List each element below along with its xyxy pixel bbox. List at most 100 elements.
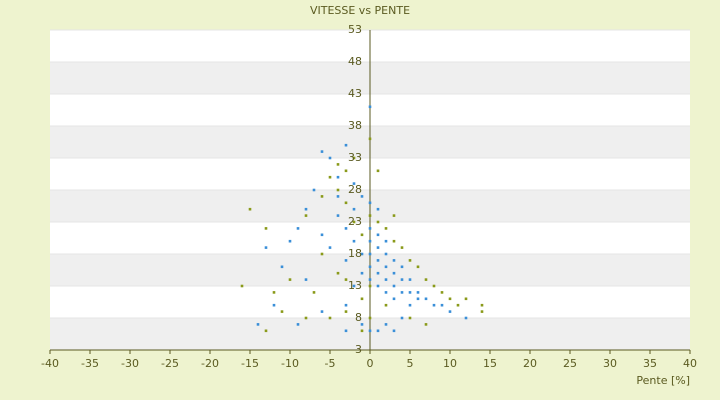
point — [440, 303, 444, 307]
point — [416, 297, 420, 301]
point — [392, 239, 396, 243]
point — [288, 239, 292, 243]
point — [328, 175, 332, 179]
point — [336, 195, 340, 198]
point — [264, 227, 268, 230]
point — [344, 143, 348, 147]
point — [376, 259, 380, 262]
y-tick-label: 43 — [348, 87, 362, 100]
point — [400, 316, 404, 320]
point — [304, 316, 308, 320]
x-tick-label: -25 — [161, 357, 179, 370]
point — [352, 239, 356, 243]
point — [368, 329, 372, 333]
point — [272, 303, 276, 307]
x-tick-label: -5 — [325, 357, 336, 370]
point — [360, 271, 364, 275]
point — [352, 207, 356, 211]
point — [368, 105, 372, 109]
point — [320, 233, 324, 237]
point — [296, 227, 300, 230]
point — [376, 246, 380, 249]
point — [320, 310, 324, 313]
point — [336, 188, 340, 192]
point — [384, 252, 388, 256]
x-tick-label: -20 — [201, 357, 219, 370]
y-tick-label: 3 — [355, 343, 362, 356]
point — [480, 303, 484, 307]
point — [392, 214, 396, 217]
x-tick-label: 15 — [483, 357, 497, 370]
point — [384, 291, 388, 294]
y-tick-label: 28 — [348, 183, 362, 196]
point — [400, 246, 404, 249]
y-tick-label: 13 — [348, 279, 362, 292]
x-tick-label: -30 — [121, 357, 139, 370]
point — [368, 239, 372, 243]
point — [336, 175, 340, 179]
point — [400, 278, 404, 281]
y-tick-label: 18 — [348, 247, 362, 260]
point — [408, 303, 412, 307]
point — [360, 195, 364, 198]
point — [360, 297, 364, 301]
point — [312, 291, 316, 294]
y-tick-label: 53 — [348, 23, 362, 36]
point — [448, 297, 452, 301]
y-tick-label: 48 — [348, 55, 362, 68]
point — [368, 284, 372, 288]
point — [360, 329, 364, 333]
x-tick-label: -40 — [41, 357, 59, 370]
point — [360, 233, 364, 237]
point — [368, 265, 372, 269]
point — [368, 316, 372, 320]
point — [384, 323, 388, 326]
point — [384, 227, 388, 230]
point — [376, 271, 380, 275]
point — [392, 297, 396, 301]
point — [344, 259, 348, 262]
point — [352, 156, 356, 160]
point — [376, 220, 380, 224]
point — [344, 169, 348, 173]
point — [368, 278, 372, 281]
point — [328, 316, 332, 320]
point — [336, 163, 340, 166]
point — [240, 284, 244, 288]
point — [376, 169, 380, 173]
point — [304, 214, 308, 217]
point — [256, 323, 260, 326]
point — [336, 271, 340, 275]
point — [320, 195, 324, 198]
point — [408, 291, 412, 294]
point — [312, 188, 316, 192]
point — [320, 252, 324, 256]
point — [400, 265, 404, 269]
point — [304, 207, 308, 211]
x-tick-label: -10 — [281, 357, 299, 370]
point — [408, 259, 412, 262]
point — [320, 150, 324, 153]
point — [360, 252, 364, 256]
point — [416, 265, 420, 269]
point — [392, 259, 396, 262]
point — [480, 310, 484, 313]
x-tick-label: 10 — [443, 357, 457, 370]
point — [368, 201, 372, 205]
point — [368, 252, 372, 256]
point — [376, 284, 380, 288]
point — [328, 246, 332, 249]
point — [344, 201, 348, 205]
point — [448, 310, 452, 313]
x-axis-label: Pente [%] — [636, 374, 690, 387]
point — [296, 323, 300, 326]
point — [408, 316, 412, 320]
point — [400, 291, 404, 294]
point — [424, 323, 428, 326]
point — [336, 214, 340, 217]
point — [344, 278, 348, 281]
x-tick-label: -15 — [241, 357, 259, 370]
point — [304, 278, 308, 281]
point — [464, 316, 468, 320]
point — [264, 329, 268, 333]
